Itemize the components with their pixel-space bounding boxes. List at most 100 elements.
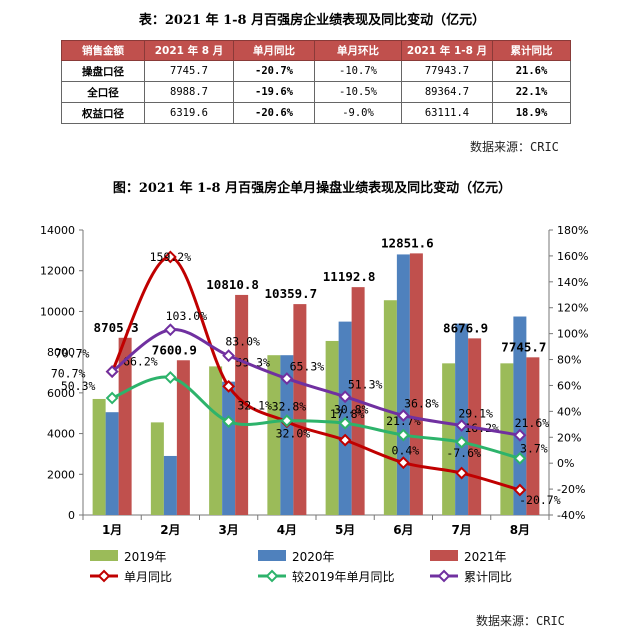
y-tick-label: 8000 [47,346,75,359]
line-marker [222,379,236,393]
y-tick-label: 4000 [47,428,75,441]
bar-2021年 [176,360,190,515]
line-data-label: 50.3% [61,379,96,393]
line-marker [338,390,352,404]
bar-2021年 [118,337,132,515]
bar-data-label: 10810.8 [206,277,259,292]
row-label: 操盘口径 [61,60,145,82]
line-marker [396,456,410,470]
y2-tick-label: 20% [557,431,581,444]
bar-2019年 [150,422,164,515]
bar-2019年 [500,363,514,515]
line-data-label: -20.7% [519,493,561,507]
bar-2019年 [383,300,397,515]
x-tick-label: 4月 [277,523,297,537]
legend-label: 2021年 [464,550,507,564]
x-tick-label: 6月 [393,523,413,537]
legend-marker [437,569,451,583]
bar-data-label: 7600.9 [152,342,197,357]
line-data-label: 32.0% [276,427,311,441]
legend-swatch [258,550,286,561]
table-row: 操盘口径 7745.7 -20.7% -10.7% 77943.7 21.6% [61,60,571,82]
performance-table: 销售金额 2021 年 8 月 单月同比 单月环比 2021 年 1-8 月 累… [61,40,571,124]
line-marker [105,391,119,405]
y-tick-label: 0 [68,509,75,522]
chart-source: 数据来源：CRIC [476,614,565,628]
y-tick-label: 10000 [40,305,75,318]
line-data-label: 36.8% [404,397,439,411]
bar-2020年 [396,254,410,515]
line-marker [222,415,236,429]
bar-2020年 [280,355,294,515]
bar-data-label: 11192.8 [323,269,376,284]
line-marker [455,419,469,432]
line-marker [280,414,294,428]
line-marker [396,428,410,442]
line-data-label: 51.3% [348,378,383,392]
header-cell: 2021 年 1-8 月 [401,40,493,61]
y2-tick-label: 140% [557,276,588,289]
bar-2020年 [105,412,119,515]
legend-label: 累计同比 [464,570,512,584]
line-marker [163,371,177,384]
bar-data-label: 10359.7 [265,286,318,301]
table-cell: 89364.7 [401,81,493,103]
table-cell: -20.6% [233,102,315,124]
bar-2021年 [526,357,540,515]
y2-tick-label: 40% [557,405,581,418]
line-data-label: 66.2% [123,354,158,368]
y2-tick-label: 120% [557,302,588,315]
x-tick-label: 7月 [451,523,471,537]
y-tick-label: 2000 [47,468,75,481]
legend-label: 较2019年单月同比 [292,569,395,584]
y2-tick-label: -40% [557,509,585,522]
table-row: 权益口径 6319.6 -20.6% -9.0% 63111.4 18.9% [61,102,571,124]
line-data-label: 30.8% [334,402,369,416]
table-cell: -9.0% [314,102,402,124]
line-data-label: 17.8% [330,407,365,421]
x-tick-label: 8月 [510,523,530,537]
bar-data-label: 8676.9 [443,320,488,335]
line-marker [513,428,527,442]
y2-tick-label: 80% [557,354,581,367]
x-tick-label: 3月 [218,523,238,537]
header-cell: 2021 年 8 月 [144,40,234,61]
bar-2021年 [293,304,307,515]
line-data-label: 65.3% [290,360,325,374]
table-cell: 6319.6 [144,102,234,124]
line-data-label: 59.3% [235,355,270,369]
line-data-label: 83.0% [225,335,260,349]
table-title: 表：2021 年 1-8 月百强房企业绩表现及同比变动（亿元） [138,13,486,28]
legend-marker [265,569,279,583]
line-data-label: 103.0% [166,309,208,323]
legend-label: 2020年 [292,550,335,564]
legend-label: 2019年 [124,550,167,564]
table-cell: 18.9% [492,102,571,124]
line-data-label: 29.1% [458,406,493,420]
bar-2019年 [92,398,106,515]
header-cell: 销售金额 [61,40,145,61]
line-marker [338,433,352,447]
table-source: 数据来源：CRIC [470,140,559,154]
x-tick-label: 1月 [102,523,122,537]
line-data-label: 159.2% [150,250,192,264]
line-marker [163,250,177,264]
y-tick-label: 6000 [47,387,75,400]
line-marker [338,416,352,430]
bar-2019年 [209,366,223,515]
y2-tick-label: 100% [557,328,588,341]
header-cell: 单月同比 [233,40,315,61]
line-data-label: 0.4% [392,444,420,458]
y-tick-label: 14000 [40,224,75,237]
header-cell: 累计同比 [492,40,571,61]
line-marker [513,451,527,465]
y2-tick-label: 0% [557,457,574,470]
chart-title: 图：2021 年 1-8 月百强房企单月操盘业绩表现及同比变动（亿元） [112,181,512,196]
y-tick-label: 12000 [40,265,75,278]
legend-marker [97,569,111,583]
x-tick-label: 2月 [160,523,180,537]
table-cell: -10.7% [314,60,402,82]
y2-tick-label: -20% [557,483,585,496]
legend-swatch [90,550,118,561]
line-data-label: 32.8% [272,400,307,414]
